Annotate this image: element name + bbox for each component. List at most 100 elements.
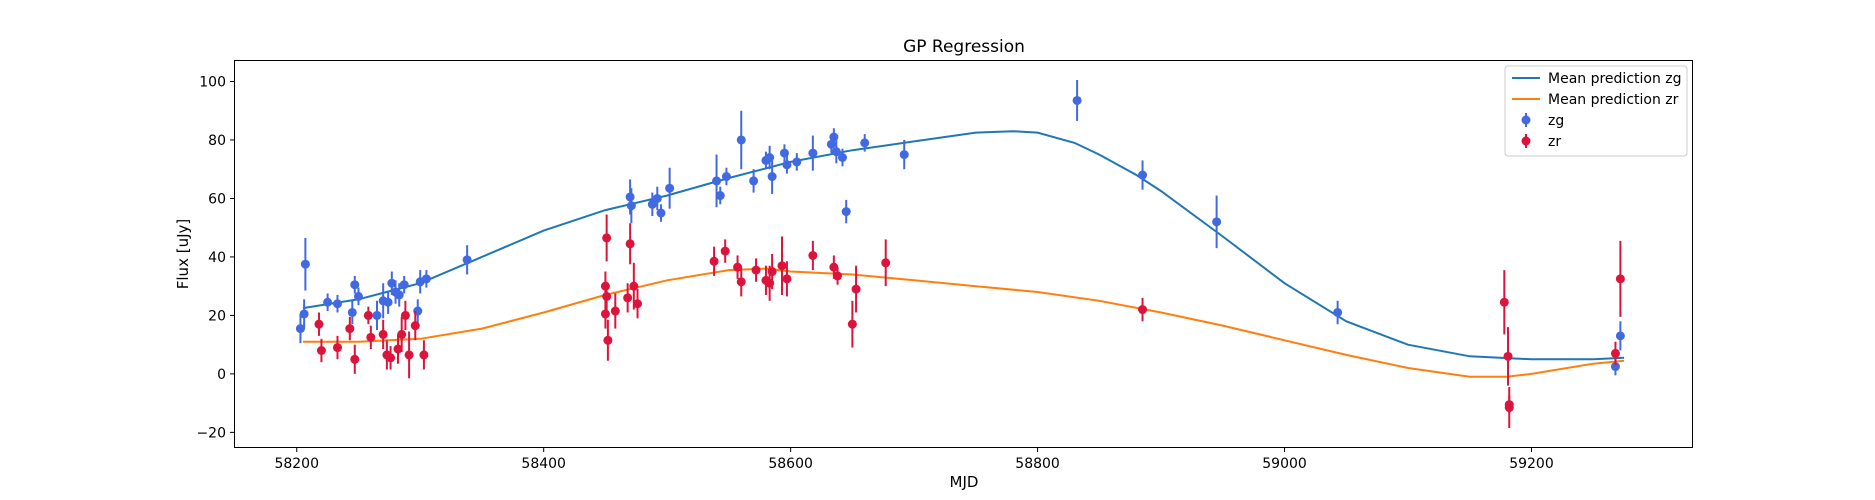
data-point-zg	[721, 172, 731, 182]
data-point-zg	[1212, 217, 1222, 227]
data-point-zr	[751, 265, 761, 275]
data-point-zr	[1615, 274, 1625, 284]
data-point-zr	[833, 271, 843, 281]
data-point-zg	[782, 160, 792, 170]
series-zg	[295, 80, 1625, 376]
data-point-zr	[316, 346, 326, 355]
data-point-zr	[1504, 403, 1514, 413]
data-point-zg	[383, 297, 393, 307]
y-axis-label: Flux [uJy]	[174, 219, 192, 289]
plot-area	[295, 80, 1625, 428]
data-point-zg	[394, 290, 404, 300]
data-point-zr	[1138, 305, 1148, 315]
data-point-zg	[1072, 95, 1082, 105]
data-point-zr	[610, 306, 620, 316]
y-tick-label: 40	[208, 250, 226, 266]
data-point-zg	[300, 259, 310, 269]
data-point-zg	[626, 201, 636, 211]
data-point-zr	[777, 261, 787, 271]
data-point-zg	[1615, 331, 1625, 341]
data-point-zr	[851, 284, 861, 294]
legend-zr-line-label: Mean prediction zr	[1548, 92, 1679, 108]
data-point-zg	[1138, 170, 1148, 180]
x-axis: 58200 58400 58600 58800 59000 59200	[274, 447, 1554, 472]
data-point-zg	[808, 148, 818, 158]
data-point-zg	[387, 278, 397, 288]
data-point-zg	[421, 274, 431, 284]
data-point-zg	[1610, 362, 1620, 372]
x-tick-label: 58400	[521, 456, 566, 472]
data-point-zr	[419, 350, 429, 360]
data-point-zg	[829, 132, 839, 142]
data-point-zg	[715, 191, 725, 201]
data-point-zr	[350, 354, 360, 364]
data-point-zr	[602, 291, 612, 301]
data-point-zr	[1610, 348, 1620, 358]
legend-zg-point-swatch	[1521, 115, 1531, 125]
data-point-zr	[400, 310, 410, 320]
axes-frame	[234, 60, 1693, 448]
x-axis-label: MJD	[950, 473, 979, 491]
data-point-zg	[295, 324, 305, 334]
data-point-zr	[709, 256, 719, 266]
data-point-zr	[733, 262, 743, 272]
data-point-zg	[350, 280, 360, 290]
data-point-zg	[736, 135, 746, 145]
data-point-zg	[712, 176, 722, 186]
data-point-zg	[323, 297, 333, 307]
x-tick-label: 59200	[1509, 456, 1554, 472]
mean-prediction-zg-line	[302, 130, 1625, 361]
data-point-zg	[665, 183, 675, 193]
data-point-zg	[779, 148, 789, 158]
data-point-zr	[345, 324, 355, 334]
data-point-zr	[397, 329, 407, 339]
mean-prediction-zr-line	[302, 267, 1625, 378]
data-point-zr	[603, 335, 613, 345]
data-point-zr	[1499, 297, 1509, 307]
data-point-zg	[299, 309, 309, 319]
data-point-zg	[656, 208, 666, 218]
y-tick-label: −20	[196, 425, 226, 441]
data-point-zg	[841, 207, 851, 217]
data-point-zg	[347, 307, 357, 317]
series-zr	[314, 214, 1625, 428]
data-point-zr	[314, 319, 324, 329]
data-point-zr	[829, 262, 839, 272]
y-tick-label: 60	[208, 191, 226, 207]
chart-title: GP Regression	[903, 37, 1025, 57]
data-point-zr	[404, 350, 414, 360]
data-point-zr	[410, 321, 420, 331]
data-point-zr	[720, 246, 730, 256]
data-point-zr	[767, 267, 777, 277]
y-tick-label: 0	[217, 367, 226, 383]
data-point-zr	[629, 281, 639, 291]
x-tick-label: 58800	[1015, 456, 1060, 472]
data-point-zr	[602, 233, 612, 243]
legend-box	[1504, 65, 1688, 157]
x-tick-label: 58600	[768, 456, 813, 472]
data-point-zr	[366, 332, 376, 342]
data-point-zg	[399, 280, 409, 290]
data-point-zg	[462, 255, 472, 265]
data-point-zg	[831, 147, 841, 157]
data-point-zr	[363, 310, 373, 320]
data-point-zr	[782, 274, 792, 284]
data-point-zr	[808, 250, 818, 260]
data-point-zg	[792, 157, 802, 167]
legend-zg-point-label: zg	[1548, 113, 1564, 129]
data-point-zg	[625, 192, 635, 202]
data-point-zr	[600, 281, 610, 291]
y-tick-label: 80	[208, 133, 226, 149]
x-tick-label: 58200	[274, 456, 319, 472]
legend-zg-line-label: Mean prediction zg	[1548, 71, 1682, 87]
data-point-zr	[881, 258, 891, 268]
data-point-zg	[1333, 307, 1343, 317]
data-point-zr	[393, 344, 403, 354]
data-point-zr	[736, 277, 746, 287]
data-point-zg	[837, 153, 847, 162]
data-point-zg	[767, 172, 777, 182]
data-point-zr	[378, 329, 388, 339]
data-point-zg	[749, 176, 759, 186]
data-point-zr	[633, 299, 643, 309]
